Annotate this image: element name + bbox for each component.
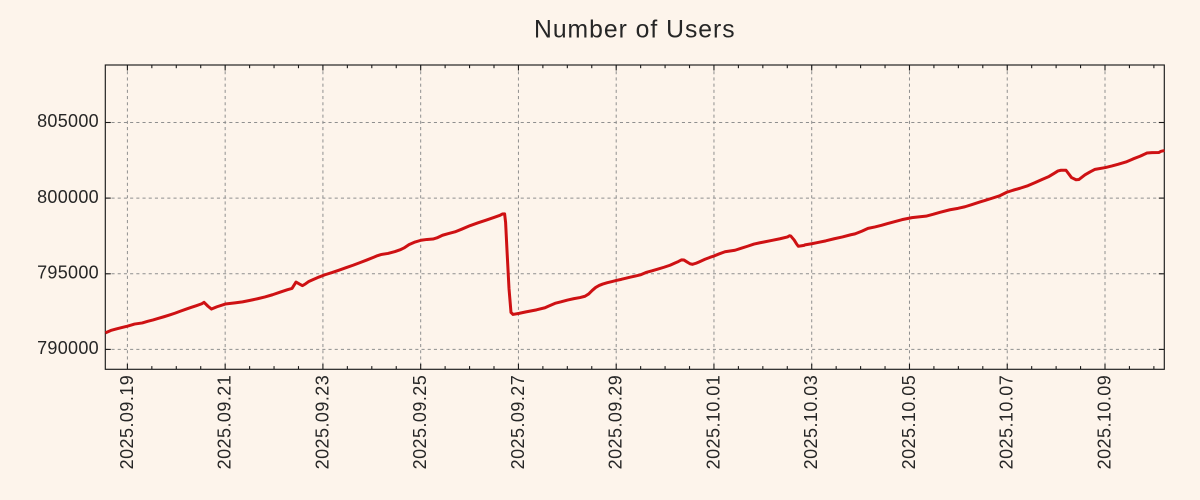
svg-text:2025.09.25: 2025.09.25	[410, 375, 430, 470]
svg-text:2025.10.05: 2025.10.05	[899, 375, 919, 470]
svg-text:2025.10.07: 2025.10.07	[997, 375, 1017, 470]
svg-text:2025.09.21: 2025.09.21	[215, 375, 235, 470]
svg-text:2025.09.23: 2025.09.23	[312, 375, 332, 470]
svg-text:795000: 795000	[37, 263, 99, 283]
svg-text:2025.09.27: 2025.09.27	[508, 375, 528, 470]
svg-text:2025.10.01: 2025.10.01	[703, 375, 723, 470]
svg-text:2025.09.29: 2025.09.29	[606, 375, 626, 470]
svg-text:2025.10.09: 2025.10.09	[1094, 375, 1114, 470]
svg-text:2025.10.03: 2025.10.03	[801, 375, 821, 470]
svg-text:Number of Users: Number of Users	[534, 17, 736, 44]
svg-text:800000: 800000	[37, 187, 99, 207]
svg-text:790000: 790000	[37, 338, 99, 358]
svg-text:2025.09.19: 2025.09.19	[117, 375, 137, 470]
svg-text:805000: 805000	[37, 111, 99, 131]
